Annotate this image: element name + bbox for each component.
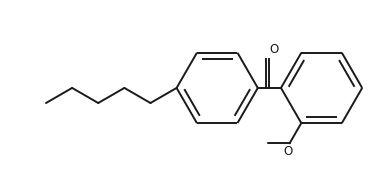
Text: O: O — [269, 43, 279, 56]
Text: O: O — [283, 145, 293, 158]
